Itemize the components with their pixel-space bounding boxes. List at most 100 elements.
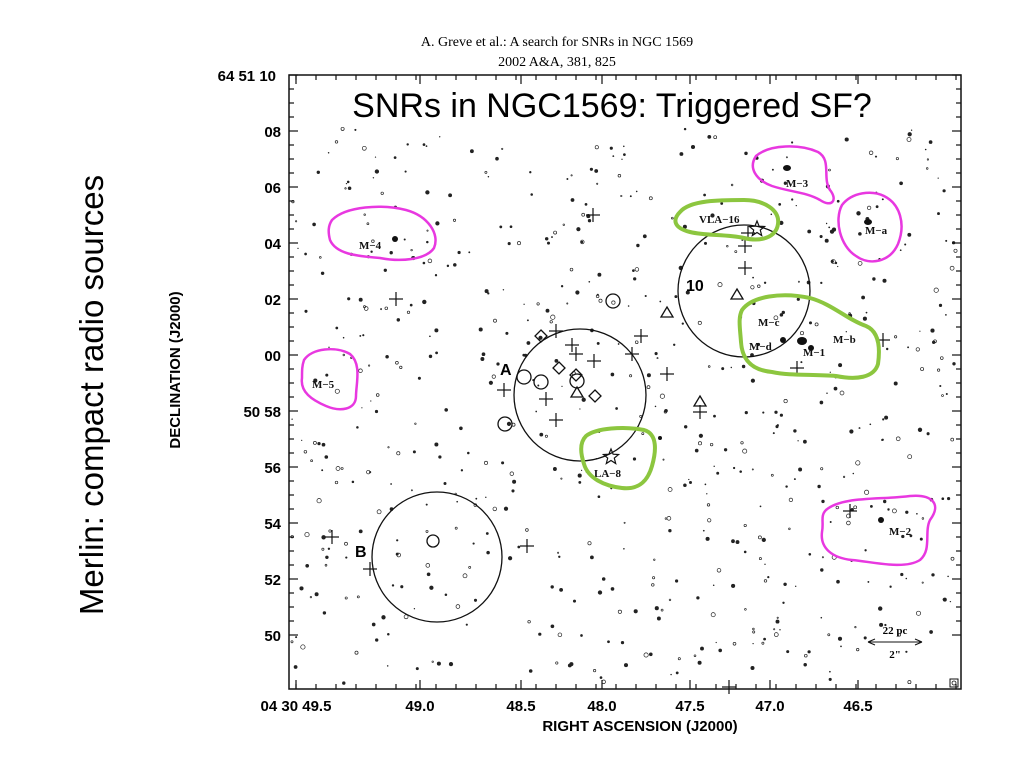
noise-dot (804, 653, 808, 658)
noise-dot (301, 439, 303, 441)
noise-dot (835, 505, 839, 510)
noise-dot (459, 426, 463, 431)
noise-dot (374, 169, 380, 174)
noise-dot (363, 213, 366, 216)
noise-dot (597, 590, 603, 595)
noise-dot (310, 459, 313, 463)
noise-dot (356, 595, 360, 599)
noise-dot (741, 364, 746, 369)
noise-dot (434, 274, 438, 277)
marker-diamond (588, 389, 602, 403)
noise-dot (775, 619, 780, 624)
noise-dot (698, 433, 704, 438)
marker-star (601, 447, 621, 465)
noise-dot (656, 357, 659, 360)
noise-dot (721, 367, 725, 371)
x-tick-label: 49.0 (405, 698, 434, 715)
noise-dot (480, 357, 485, 361)
m4-outline (327, 205, 437, 262)
noise-dot (426, 240, 429, 244)
noise-dot (743, 550, 747, 554)
noise-dot (580, 239, 585, 245)
noise-dot (505, 331, 509, 335)
noise-dot (557, 632, 563, 638)
noise-dot (340, 126, 345, 131)
y-tick-label: 56 (264, 460, 281, 477)
noise-dot (671, 216, 674, 220)
source-label-m5: M−5 (312, 379, 335, 391)
noise-dot (314, 592, 319, 597)
noise-dot (828, 168, 831, 172)
noise-dot (370, 250, 373, 253)
noise-dot (907, 346, 910, 349)
noise-dot (366, 469, 371, 475)
noise-dot (334, 480, 339, 485)
noise-dot (525, 528, 529, 532)
noise-dot (782, 601, 785, 604)
noise-dot (375, 638, 379, 642)
noise-dot (607, 640, 610, 644)
noise-dot (761, 537, 766, 543)
noise-dot (707, 518, 712, 523)
noise-dot (821, 499, 825, 504)
source-label-m4: M−4 (359, 240, 382, 252)
magenta-outlines (300, 145, 937, 567)
noise-dot (942, 189, 946, 193)
ma-outline (837, 191, 903, 263)
noise-dot (788, 497, 794, 503)
noise-dot (551, 236, 553, 239)
noise-dot (344, 541, 348, 546)
noise-dot (612, 155, 615, 158)
noise-dot (468, 566, 472, 569)
noise-dot (417, 376, 421, 380)
noise-dot (744, 151, 748, 156)
noise-dot (579, 408, 581, 410)
noise-dot (820, 467, 824, 471)
green-outlines (579, 198, 881, 491)
tick-marks (289, 74, 961, 689)
noise-dot (517, 241, 521, 246)
noise-dot (799, 331, 805, 336)
noise-dot (829, 371, 831, 373)
noise-dot (915, 347, 920, 352)
noise-dot (646, 385, 651, 389)
noise-dot (882, 418, 885, 421)
noise-dot (857, 261, 863, 266)
noise-dot (335, 326, 339, 330)
noise-dot (864, 549, 867, 552)
noise-dot (825, 222, 828, 225)
noise-dot (507, 242, 511, 246)
noise-dot (707, 135, 712, 139)
noise-dot (436, 661, 441, 666)
noise-dot (889, 585, 892, 588)
noise-dot (350, 356, 353, 359)
noise-dot (679, 152, 684, 156)
noise-dot (478, 327, 483, 332)
noise-dot (866, 205, 872, 211)
noise-dot (926, 158, 929, 161)
noise-dot (544, 237, 549, 241)
noise-dot (730, 366, 733, 369)
noise-dot (855, 460, 861, 466)
noise-dot (491, 374, 496, 379)
noise-dot (617, 173, 622, 178)
noise-dot (623, 521, 626, 524)
noise-dot (703, 241, 708, 245)
noise-dot (523, 303, 525, 305)
noise-dot (321, 547, 325, 551)
noise-dot (316, 498, 322, 504)
noise-dot (566, 302, 569, 305)
noise-dot (587, 219, 592, 223)
noise-dot (406, 143, 409, 146)
x-tick-label: 47.5 (675, 698, 704, 715)
noise-dot (569, 662, 574, 667)
noise-dot (718, 648, 723, 653)
noise-dot (299, 586, 304, 591)
noise-dot (596, 341, 600, 345)
noise-dot (465, 623, 468, 626)
noise-dot (723, 448, 728, 452)
noise-dot (426, 572, 431, 577)
noise-dot (347, 297, 351, 301)
noise-dot (391, 584, 395, 587)
noise-dot (641, 432, 645, 436)
